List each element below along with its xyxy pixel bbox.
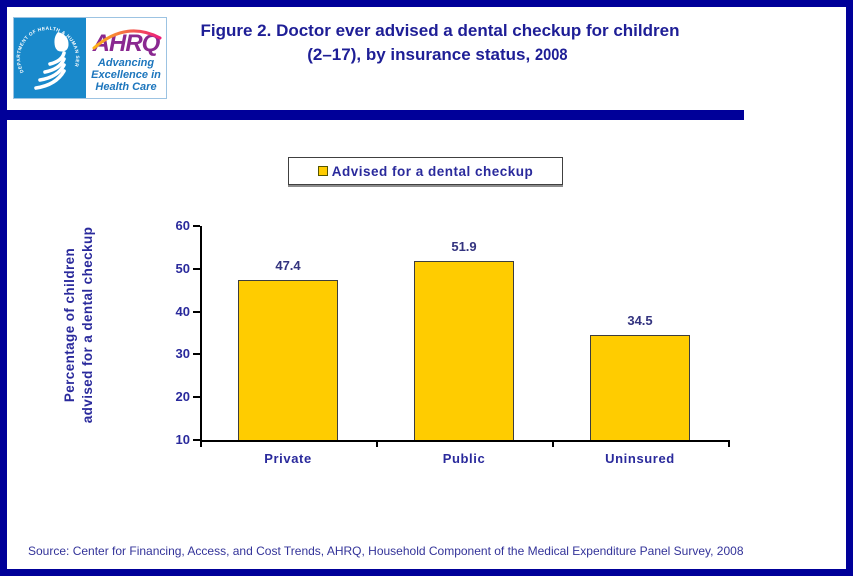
bar-value-label: 34.5	[627, 313, 653, 328]
x-tick-mark	[376, 440, 378, 447]
chart-legend: Advised for a dental checkup	[288, 157, 563, 185]
legend-label: Advised for a dental checkup	[331, 163, 534, 179]
ahrq-tagline: Advancing Excellence in Health Care	[91, 57, 161, 93]
x-category-label: Uninsured	[605, 451, 675, 466]
figure-title-line2: (2–17), by insurance status, 2008	[117, 43, 763, 67]
y-tick-mark	[193, 225, 200, 227]
figure-title-year: 2008	[534, 45, 568, 64]
figure-title: Figure 2. Doctor ever advised a dental c…	[117, 19, 763, 67]
hhs-eagle-icon	[34, 32, 69, 90]
hhs-seal-icon: DEPARTMENT OF HEALTH & HUMAN SERVICES · …	[14, 18, 86, 98]
x-category-label: Public	[442, 451, 486, 466]
x-tick-mark	[200, 440, 202, 447]
y-tick-label: 50	[175, 261, 190, 276]
source-note: Source: Center for Financing, Access, an…	[28, 544, 744, 558]
bar	[238, 280, 338, 440]
plot-area: 10 20 30 40 50 60 47.4 Private 51.9 Public 34.5 Uni…	[176, 218, 735, 476]
bar-value-label: 47.4	[275, 258, 301, 273]
y-tick-label: 30	[175, 346, 190, 361]
y-tick-mark	[193, 311, 200, 313]
y-tick-label: 10	[175, 432, 190, 447]
x-category-label: Private	[264, 451, 312, 466]
y-tick-label: 60	[175, 218, 190, 233]
hhs-ahrq-logo: DEPARTMENT OF HEALTH & HUMAN SERVICES · …	[13, 17, 167, 99]
ahrq-arc-icon	[92, 29, 162, 50]
y-tick-mark	[193, 353, 200, 355]
bar-value-label: 51.9	[451, 239, 477, 254]
bar	[414, 261, 514, 440]
ahrq-acronym: AHRQ	[92, 30, 161, 57]
bar	[590, 335, 690, 440]
y-tick-mark	[193, 439, 200, 441]
y-axis-line	[200, 226, 202, 442]
ahrq-logo: AHRQ Advancing Excellence in Health Care	[86, 18, 166, 98]
x-axis-line	[200, 440, 730, 442]
figure-title-line1: Figure 2. Doctor ever advised a dental c…	[200, 21, 680, 40]
y-tick-label: 20	[175, 389, 190, 404]
legend-swatch-icon	[317, 166, 328, 176]
header-divider-bar	[7, 110, 744, 120]
y-axis-title: Percentage of children advised for a den…	[62, 226, 95, 424]
y-tick-mark	[193, 396, 200, 398]
x-tick-mark	[728, 440, 730, 447]
y-tick-mark	[193, 268, 200, 270]
y-tick-label: 40	[175, 304, 190, 319]
x-tick-mark	[552, 440, 554, 447]
